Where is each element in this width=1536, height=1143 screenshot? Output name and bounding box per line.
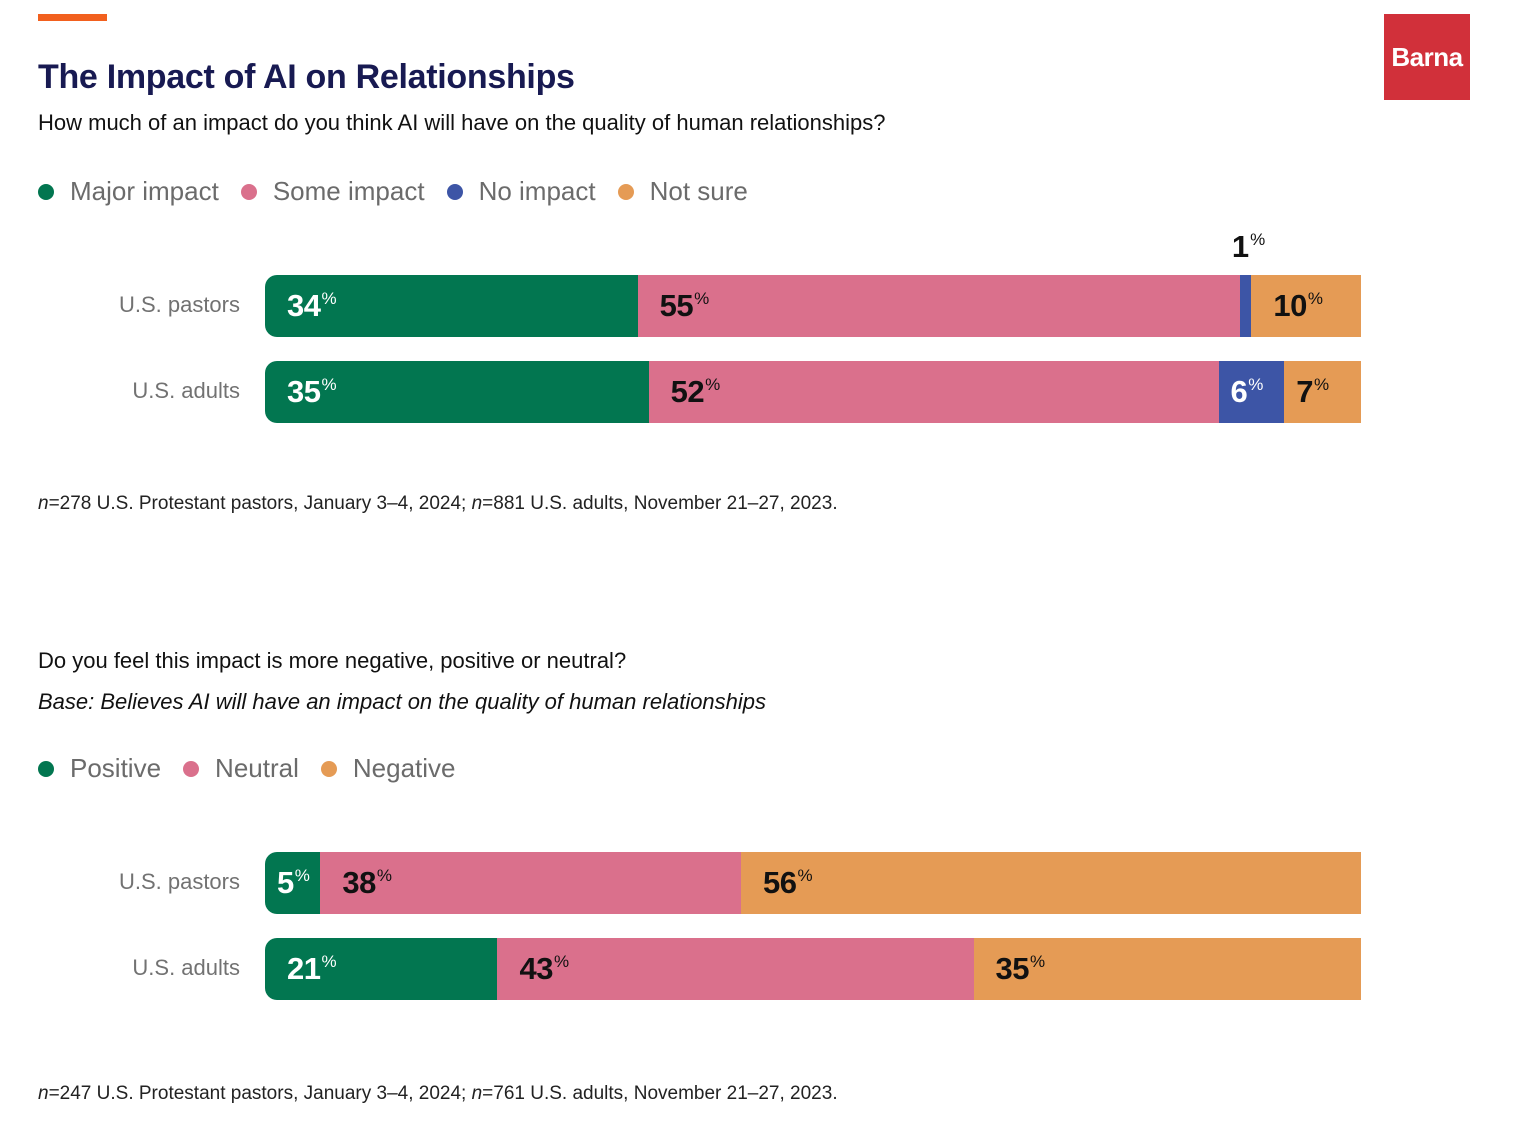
data-label-some-impact: 55% bbox=[659, 288, 710, 323]
bar-segment-not-sure: 7% bbox=[1284, 361, 1361, 423]
bar-segment-neutral: 38% bbox=[320, 852, 742, 914]
data-label-positive: 5% bbox=[277, 865, 310, 900]
data-label-neutral: 43% bbox=[519, 951, 569, 986]
legend-label: No impact bbox=[478, 176, 596, 206]
row-label-u-s-adults: U.S. adults bbox=[132, 378, 240, 403]
note-n: n bbox=[38, 493, 49, 514]
bar-segment-some-impact: 52% bbox=[648, 361, 1219, 423]
chart2-base: Base: Believes AI will have an impact on… bbox=[38, 689, 767, 714]
legend-dot-icon bbox=[38, 760, 54, 777]
bar-u-s-adults: 21% 43% 35% bbox=[265, 938, 1361, 1000]
row-label-u-s-pastors: U.S. pastors bbox=[118, 292, 240, 317]
legend-dot-icon bbox=[183, 760, 200, 777]
data-label-major-impact: 34% bbox=[287, 288, 337, 323]
data-label-negative: 56% bbox=[763, 865, 813, 900]
legend-item-no-impact: No impact bbox=[446, 176, 596, 207]
chart1-legend: Major impact Some impact No impact Not sure bbox=[38, 176, 770, 207]
bar-u-s-pastors: 5% 38% 56% bbox=[265, 852, 1361, 914]
note-text: =881 U.S. adults, November 21–27, 2023. bbox=[482, 493, 838, 514]
legend-item-positive: Positive bbox=[38, 753, 161, 784]
legend-dot-icon bbox=[320, 760, 337, 777]
legend-label: Not sure bbox=[649, 176, 748, 206]
legend-item-not-sure: Not sure bbox=[617, 176, 748, 207]
bar-segment-neutral: 43% bbox=[497, 938, 974, 1000]
data-label-major-impact: 35% bbox=[287, 374, 337, 409]
legend-item-neutral: Neutral bbox=[183, 753, 299, 784]
note-n: n bbox=[471, 1083, 483, 1104]
data-label-some-impact: 52% bbox=[670, 374, 721, 409]
chart2-question: Do you feel this impact is more negative… bbox=[38, 648, 627, 673]
bar-segment-major-impact: 35% bbox=[265, 361, 649, 423]
chart1-question: How much of an impact do you think AI wi… bbox=[38, 110, 886, 135]
bar-segment-negative: 35% bbox=[973, 938, 1361, 1000]
legend-label: Neutral bbox=[215, 753, 299, 783]
bar-segment-not-sure: 10% bbox=[1251, 275, 1361, 337]
data-label-no-impact: 1% bbox=[1231, 229, 1266, 264]
data-label-not-sure: 10% bbox=[1273, 288, 1323, 323]
data-label-positive: 21% bbox=[287, 951, 337, 986]
data-label-no-impact: 6% bbox=[1230, 374, 1264, 409]
legend-dot-icon bbox=[617, 183, 634, 200]
note-n: n bbox=[38, 1083, 49, 1104]
bar-segment-positive: 21% bbox=[265, 938, 498, 1000]
bar-u-s-pastors: 34% 55% 10% bbox=[265, 275, 1361, 337]
legend-label: Some impact bbox=[272, 176, 425, 206]
bar-segment-major-impact: 34% bbox=[265, 275, 638, 337]
data-label-neutral: 38% bbox=[342, 865, 392, 900]
note-text: =278 U.S. Protestant pastors, January 3–… bbox=[48, 493, 472, 514]
legend-item-some-impact: Some impact bbox=[240, 176, 425, 207]
page-title: The Impact of AI on Relationships bbox=[38, 58, 575, 96]
bar-segment-no-impact: 6% bbox=[1218, 361, 1285, 423]
legend-dot-icon bbox=[240, 183, 257, 200]
legend-dot-icon bbox=[446, 183, 463, 200]
barna-logo: Barna bbox=[1384, 14, 1470, 100]
bar-segment-negative: 56% bbox=[741, 852, 1361, 914]
bar-segment-positive: 5% bbox=[265, 852, 321, 914]
data-label-negative: 35% bbox=[995, 951, 1046, 986]
chart2-legend: Positive Neutral Negative bbox=[38, 753, 478, 784]
accent-bar bbox=[38, 14, 107, 21]
data-label-not-sure: 7% bbox=[1296, 374, 1329, 409]
chart2-sample-note: n=247 U.S. Protestant pastors, January 3… bbox=[38, 1083, 838, 1105]
note-text: =761 U.S. adults, November 21–27, 2023. bbox=[482, 1083, 838, 1104]
legend-dot-icon bbox=[38, 183, 54, 200]
logo-text: Barna bbox=[1391, 41, 1463, 72]
note-text: =247 U.S. Protestant pastors, January 3–… bbox=[48, 1083, 472, 1104]
bar-segment-some-impact: 55% bbox=[637, 275, 1241, 337]
legend-label: Positive bbox=[70, 753, 162, 783]
note-n: n bbox=[471, 493, 483, 514]
bar-segment-no-impact bbox=[1240, 275, 1252, 337]
bar-u-s-adults: 35% 52% 6% 7% bbox=[265, 361, 1361, 423]
legend-item-negative: Negative bbox=[320, 753, 456, 784]
row-label-u-s-adults: U.S. adults bbox=[132, 955, 240, 980]
legend-label: Negative bbox=[352, 753, 456, 783]
legend-label: Major impact bbox=[70, 176, 219, 206]
legend-item-major-impact: Major impact bbox=[38, 176, 219, 207]
row-label-u-s-pastors: U.S. pastors bbox=[118, 869, 240, 894]
chart1-sample-note: n=278 U.S. Protestant pastors, January 3… bbox=[38, 493, 838, 515]
